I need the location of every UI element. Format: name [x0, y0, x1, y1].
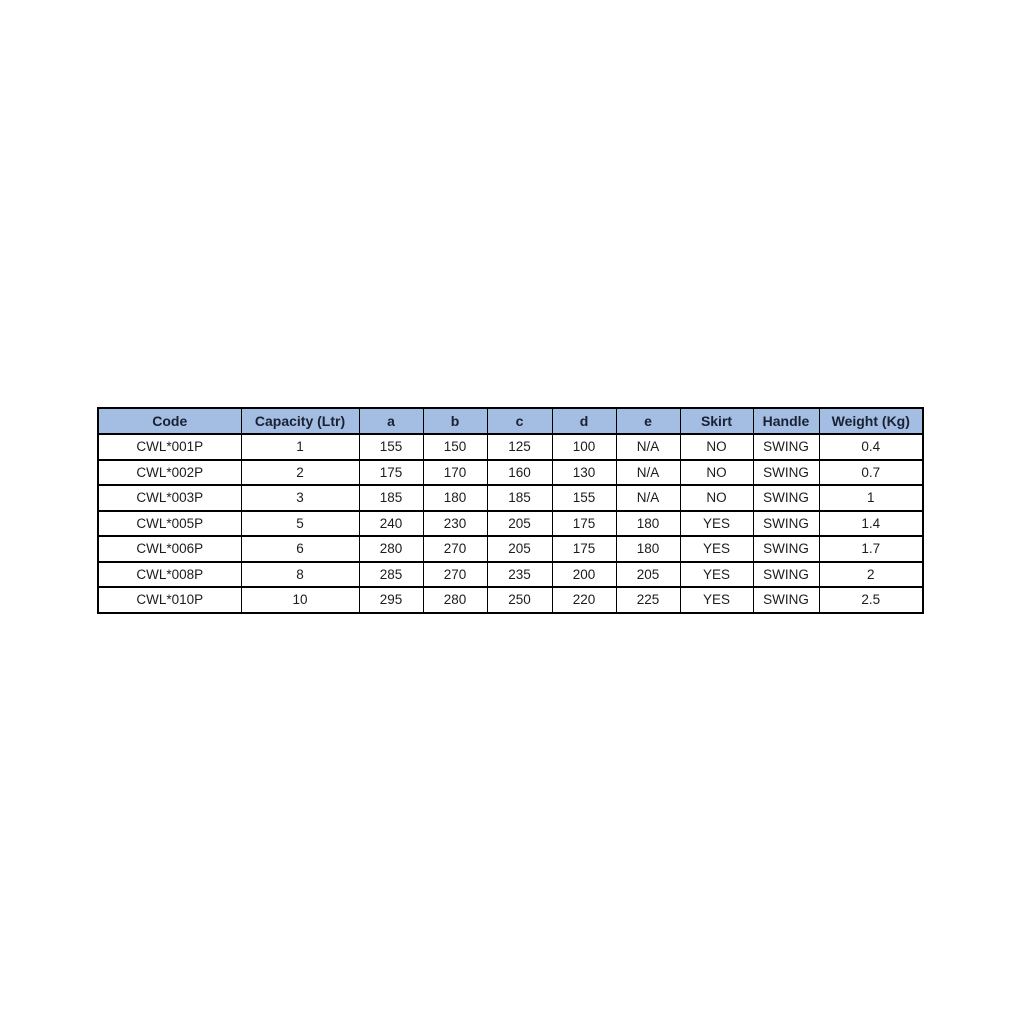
- table-cell: N/A: [615, 458, 681, 486]
- table-cell: 2.5: [818, 586, 924, 614]
- table-cell: CWL*001P: [97, 433, 242, 461]
- table-row: CWL*006P 6 280 270 205 175 180 YES SWING 1.7: [97, 535, 924, 563]
- column-header: d: [551, 407, 617, 435]
- table-cell: 2: [240, 458, 360, 486]
- table-cell: 5: [240, 509, 360, 537]
- table-cell: YES: [679, 560, 754, 588]
- table-cell: SWING: [752, 535, 820, 563]
- table-header: Code Capacity (Ltr) a b c d e Skirt Handle Weight…: [97, 407, 924, 435]
- table-cell: SWING: [752, 458, 820, 486]
- table-cell: 250: [486, 586, 553, 614]
- table-cell: 180: [422, 484, 488, 512]
- table-cell: 160: [486, 458, 553, 486]
- table-cell: 175: [551, 535, 617, 563]
- table-cell: 1.7: [818, 535, 924, 563]
- table-cell: 180: [615, 535, 681, 563]
- table-cell: 295: [358, 586, 424, 614]
- table-cell: 285: [358, 560, 424, 588]
- product-spec-table: Code Capacity (Ltr) a b c d e Skirt Handle Weight…: [97, 407, 924, 614]
- table-cell: N/A: [615, 433, 681, 461]
- table-cell: 155: [551, 484, 617, 512]
- header-row: Code Capacity (Ltr) a b c d e Skirt Handle Weight…: [97, 407, 924, 435]
- table-cell: 185: [358, 484, 424, 512]
- column-header: Weight (Kg): [818, 407, 924, 435]
- table-cell: 3: [240, 484, 360, 512]
- table-cell: 8: [240, 560, 360, 588]
- table-cell: 155: [358, 433, 424, 461]
- table-row: CWL*001P 1 155 150 125 100 N/A NO SWING 0.4: [97, 433, 924, 461]
- table-cell: 270: [422, 535, 488, 563]
- column-header: Handle: [752, 407, 820, 435]
- table-cell: SWING: [752, 560, 820, 588]
- table-cell: SWING: [752, 586, 820, 614]
- table-cell: 2: [818, 560, 924, 588]
- table-cell: 1.4: [818, 509, 924, 537]
- table-row: CWL*010P 10 295 280 250 220 225 YES SWING 2.5: [97, 586, 924, 614]
- table-cell: 205: [486, 509, 553, 537]
- table-row: CWL*005P 5 240 230 205 175 180 YES SWING 1.4: [97, 509, 924, 537]
- table-cell: 270: [422, 560, 488, 588]
- column-header: c: [486, 407, 553, 435]
- table-cell: YES: [679, 586, 754, 614]
- table-cell: YES: [679, 535, 754, 563]
- table-cell: 0.7: [818, 458, 924, 486]
- table-cell: 180: [615, 509, 681, 537]
- column-header: Skirt: [679, 407, 754, 435]
- table-cell: 10: [240, 586, 360, 614]
- column-header: Code: [97, 407, 242, 435]
- table-cell: 175: [358, 458, 424, 486]
- table-cell: 1: [818, 484, 924, 512]
- table-cell: CWL*008P: [97, 560, 242, 588]
- table-cell: 240: [358, 509, 424, 537]
- table-cell: 205: [615, 560, 681, 588]
- table-cell: 130: [551, 458, 617, 486]
- table-cell: NO: [679, 433, 754, 461]
- table-cell: 220: [551, 586, 617, 614]
- table-cell: SWING: [752, 433, 820, 461]
- column-header: b: [422, 407, 488, 435]
- table-cell: N/A: [615, 484, 681, 512]
- table-cell: SWING: [752, 484, 820, 512]
- column-header: Capacity (Ltr): [240, 407, 360, 435]
- table-cell: YES: [679, 509, 754, 537]
- table-cell: CWL*003P: [97, 484, 242, 512]
- table-cell: 100: [551, 433, 617, 461]
- table-body: CWL*001P 1 155 150 125 100 N/A NO SWING 0.4 CWL*00…: [97, 433, 924, 614]
- table-cell: CWL*006P: [97, 535, 242, 563]
- table-cell: 200: [551, 560, 617, 588]
- table-cell: 0.4: [818, 433, 924, 461]
- table-cell: 150: [422, 433, 488, 461]
- table-row: CWL*003P 3 185 180 185 155 N/A NO SWING 1: [97, 484, 924, 512]
- table-cell: 1: [240, 433, 360, 461]
- table-cell: 185: [486, 484, 553, 512]
- table-row: CWL*008P 8 285 270 235 200 205 YES SWING 2: [97, 560, 924, 588]
- table-cell: NO: [679, 458, 754, 486]
- table-cell: 6: [240, 535, 360, 563]
- column-header: a: [358, 407, 424, 435]
- column-header: e: [615, 407, 681, 435]
- table-cell: 280: [422, 586, 488, 614]
- table-cell: 170: [422, 458, 488, 486]
- table-cell: 230: [422, 509, 488, 537]
- table-cell: CWL*002P: [97, 458, 242, 486]
- table-cell: 235: [486, 560, 553, 588]
- table-cell: 280: [358, 535, 424, 563]
- table-cell: CWL*005P: [97, 509, 242, 537]
- table-cell: CWL*010P: [97, 586, 242, 614]
- table-cell: 175: [551, 509, 617, 537]
- table-row: CWL*002P 2 175 170 160 130 N/A NO SWING 0.7: [97, 458, 924, 486]
- table-cell: 225: [615, 586, 681, 614]
- table-cell: NO: [679, 484, 754, 512]
- table-cell: 125: [486, 433, 553, 461]
- table-cell: SWING: [752, 509, 820, 537]
- table-cell: 205: [486, 535, 553, 563]
